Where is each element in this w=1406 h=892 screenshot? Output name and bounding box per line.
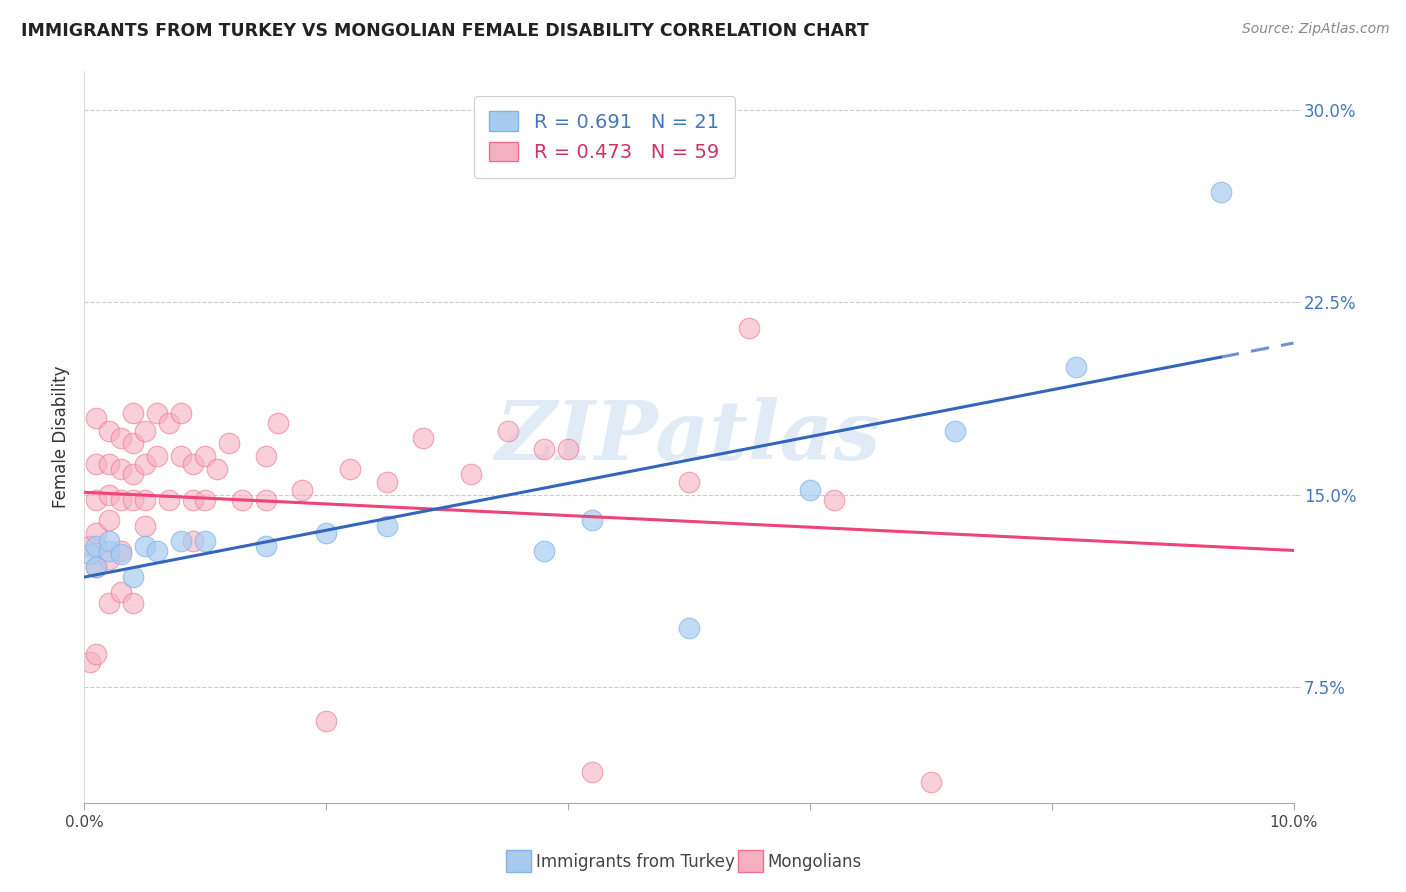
Text: IMMIGRANTS FROM TURKEY VS MONGOLIAN FEMALE DISABILITY CORRELATION CHART: IMMIGRANTS FROM TURKEY VS MONGOLIAN FEMA… bbox=[21, 22, 869, 40]
Point bbox=[134, 457, 156, 471]
Text: Source: ZipAtlas.com: Source: ZipAtlas.com bbox=[1241, 22, 1389, 37]
Point bbox=[823, 492, 845, 507]
Point bbox=[315, 714, 337, 728]
Point bbox=[194, 534, 217, 549]
Point bbox=[581, 764, 603, 779]
Point bbox=[678, 621, 700, 635]
Point bbox=[97, 514, 120, 528]
Point bbox=[134, 539, 156, 553]
Point bbox=[170, 450, 193, 464]
Y-axis label: Female Disability: Female Disability bbox=[52, 366, 70, 508]
Point bbox=[799, 483, 821, 497]
Point bbox=[267, 416, 290, 430]
Point bbox=[157, 416, 180, 430]
Point bbox=[231, 492, 253, 507]
Point bbox=[146, 450, 169, 464]
Point bbox=[97, 488, 120, 502]
Point bbox=[97, 534, 120, 549]
Point bbox=[1209, 185, 1232, 199]
Point bbox=[97, 596, 120, 610]
Point bbox=[533, 544, 555, 558]
Point bbox=[157, 492, 180, 507]
Point bbox=[181, 534, 204, 549]
Point bbox=[254, 539, 277, 553]
Point bbox=[339, 462, 361, 476]
Point bbox=[79, 539, 101, 553]
Point bbox=[121, 570, 143, 584]
Point bbox=[254, 492, 277, 507]
Text: ZIPatlas: ZIPatlas bbox=[496, 397, 882, 477]
Point bbox=[121, 596, 143, 610]
Point bbox=[79, 655, 101, 669]
Point bbox=[254, 450, 277, 464]
Point bbox=[110, 585, 132, 599]
Point bbox=[86, 410, 108, 425]
Point bbox=[134, 518, 156, 533]
Point bbox=[943, 424, 966, 438]
Point bbox=[460, 467, 482, 482]
Point bbox=[86, 539, 108, 553]
Text: Immigrants from Turkey: Immigrants from Turkey bbox=[536, 853, 734, 871]
Point bbox=[375, 475, 398, 489]
Point bbox=[146, 406, 169, 420]
Point bbox=[170, 534, 193, 549]
Point bbox=[86, 647, 108, 661]
Point bbox=[97, 544, 120, 558]
Point bbox=[496, 424, 519, 438]
Point bbox=[181, 457, 204, 471]
Text: Mongolians: Mongolians bbox=[768, 853, 862, 871]
Point bbox=[121, 406, 143, 420]
Point bbox=[146, 544, 169, 558]
Point bbox=[97, 457, 120, 471]
Point bbox=[533, 442, 555, 456]
Point bbox=[110, 492, 132, 507]
Point bbox=[86, 526, 108, 541]
Point bbox=[207, 462, 229, 476]
Point bbox=[412, 431, 434, 445]
Point bbox=[121, 436, 143, 450]
Point bbox=[1064, 359, 1087, 374]
Point bbox=[97, 552, 120, 566]
Point bbox=[134, 424, 156, 438]
Point bbox=[121, 492, 143, 507]
Point bbox=[86, 457, 108, 471]
Point bbox=[678, 475, 700, 489]
Point bbox=[218, 436, 240, 450]
Point bbox=[86, 559, 108, 574]
Point bbox=[110, 547, 132, 561]
Point bbox=[738, 321, 761, 335]
Point bbox=[557, 442, 579, 456]
Point bbox=[110, 431, 132, 445]
Point bbox=[315, 526, 337, 541]
Point bbox=[134, 492, 156, 507]
Point bbox=[110, 462, 132, 476]
Point bbox=[79, 547, 101, 561]
Point bbox=[97, 424, 120, 438]
Point bbox=[121, 467, 143, 482]
Point bbox=[375, 518, 398, 533]
Point bbox=[194, 492, 217, 507]
Point bbox=[581, 514, 603, 528]
Point bbox=[194, 450, 217, 464]
Point bbox=[920, 775, 942, 789]
Point bbox=[86, 492, 108, 507]
Point bbox=[110, 544, 132, 558]
Point bbox=[181, 492, 204, 507]
Legend: R = 0.691   N = 21, R = 0.473   N = 59: R = 0.691 N = 21, R = 0.473 N = 59 bbox=[474, 95, 735, 178]
Point bbox=[86, 559, 108, 574]
Point bbox=[291, 483, 314, 497]
Point bbox=[170, 406, 193, 420]
